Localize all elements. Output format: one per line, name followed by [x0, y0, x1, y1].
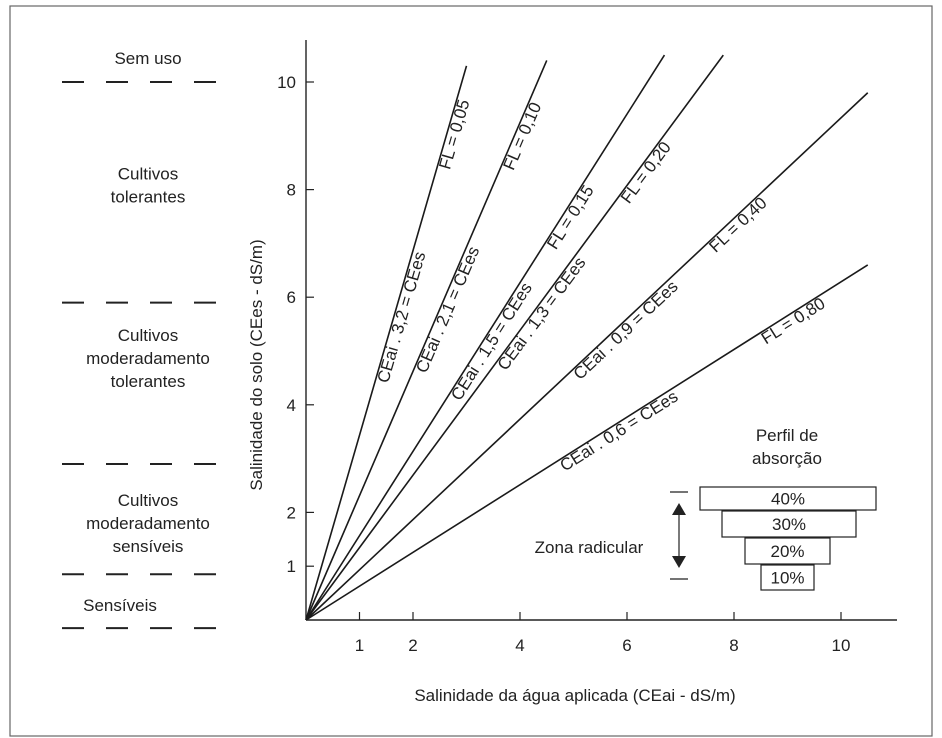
series-fl-label: FL = 0,15	[543, 182, 597, 253]
series-line	[305, 92, 869, 621]
profile-level-box	[721, 510, 857, 538]
profile-level-label: 30%	[772, 515, 806, 534]
x-tick-label: 6	[622, 636, 631, 655]
series-equation-label: CEai . 0,9 = CEes	[570, 277, 682, 384]
x-axis-title: Salinidade da água aplicada (CEai - dS/m…	[414, 686, 735, 705]
profile-level-label: 40%	[771, 490, 805, 509]
series-fl-label: FL = 0,20	[617, 138, 675, 207]
zone-label: Cultivos	[118, 165, 178, 184]
series-line	[305, 65, 468, 621]
x-tick-label: 2	[408, 636, 417, 655]
profile-level-box	[699, 486, 877, 511]
profile-level-label: 10%	[770, 569, 804, 588]
profile-level-label: 20%	[770, 542, 804, 561]
absorption-profile: Perfil de absorção 40% 30% 20% 10% Zona radicu…	[535, 426, 877, 591]
series-fl-label: FL = 0,05	[435, 97, 473, 171]
y-tick-label: 10	[277, 73, 296, 92]
zone-label: moderadamento	[86, 514, 210, 533]
zone-label: sensíveis	[113, 537, 184, 556]
series-equation-label: CEai . 0,6 = CEes	[557, 387, 682, 476]
zone-label: Cultivos	[118, 491, 178, 510]
root-zone-arrow-up	[672, 503, 686, 515]
series-fl-label: FL = 0,10	[499, 100, 545, 173]
profile-title: Perfil de	[756, 426, 818, 445]
series-line	[305, 60, 548, 621]
y-tick-label: 4	[287, 396, 296, 415]
figure-frame	[9, 5, 933, 737]
series-fl-label: FL = 0,40	[705, 193, 770, 256]
zone-label: Sensíveis	[83, 596, 157, 615]
x-tick-label: 1	[355, 636, 364, 655]
zone-label: Cultivos	[118, 326, 178, 345]
series-fl-label: FL = 0,80	[758, 294, 829, 348]
zone-label: moderadamento	[86, 349, 210, 368]
profile-level-box	[760, 564, 815, 591]
x-tick-label: 8	[729, 636, 738, 655]
x-tick-label: 4	[515, 636, 524, 655]
root-zone-label: Zona radicular	[535, 538, 644, 557]
x-tick-label: 10	[832, 636, 851, 655]
root-zone-arrow-down	[672, 556, 686, 568]
y-tick-label: 1	[287, 557, 296, 576]
y-axis-title: Salinidade do solo (CEes - dS/m)	[247, 239, 266, 490]
zone-label: tolerantes	[111, 372, 186, 391]
tolerance-zones: Sem uso Cultivos tolerantes Cultivos moderad…	[62, 49, 222, 630]
y-tick-label: 2	[287, 503, 296, 522]
zone-label: tolerantes	[111, 188, 186, 207]
profile-title: absorção	[752, 449, 822, 468]
zone-label: Sem uso	[114, 49, 181, 68]
y-tick-label: 6	[287, 288, 296, 307]
series-line	[305, 54, 666, 621]
series-line	[305, 264, 869, 621]
y-tick-label: 8	[287, 181, 296, 200]
series-line	[305, 54, 724, 621]
profile-level-box	[744, 537, 831, 565]
